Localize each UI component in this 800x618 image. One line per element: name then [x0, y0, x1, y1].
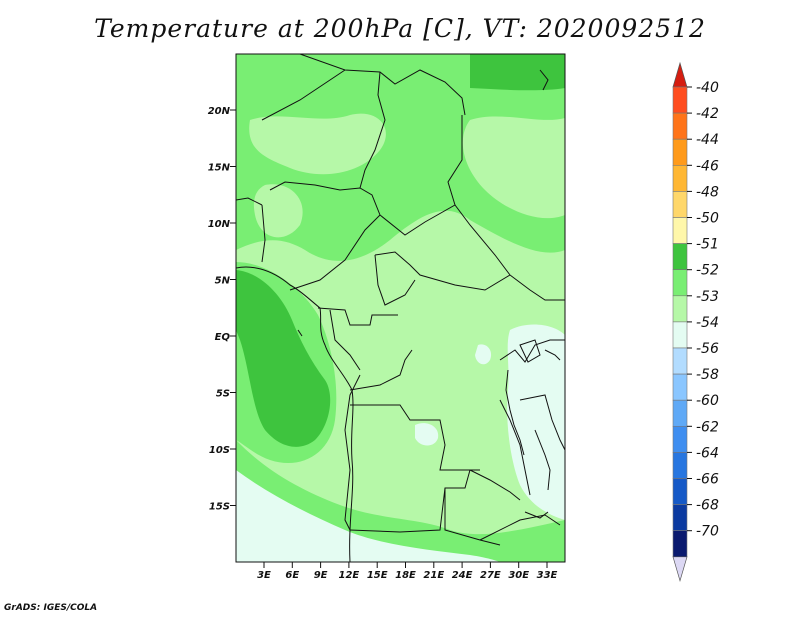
colorbar-label: -40 — [696, 80, 719, 96]
lon-tick-label: 6E — [285, 570, 299, 581]
lat-tick-label: 10N — [208, 219, 231, 230]
lon-tick-label: 18E — [395, 570, 416, 581]
longitude-axis: 3E 6E 9E 12E 15E 18E 21E 24E 27E 30E 33E — [257, 562, 558, 581]
credit-text: GrADS: IGES/COLA — [4, 603, 98, 613]
field-patch-east-small — [475, 344, 492, 365]
country-borders — [236, 54, 565, 546]
colorbar-swatch — [672, 295, 688, 323]
colorbar-label: -60 — [696, 393, 719, 409]
lon-tick-label: 15E — [367, 570, 388, 581]
lat-tick-label: 5N — [215, 276, 231, 287]
field-patch-north-2 — [462, 116, 565, 219]
field-patch-central-small — [415, 423, 439, 446]
colorbar-label: -44 — [696, 132, 719, 148]
latitude-axis: 20N 15N 10N 5N EQ 5S 10S 15S — [208, 106, 236, 513]
lat-tick-label: 20N — [208, 106, 231, 117]
colorbar-swatch — [672, 399, 688, 427]
colorbar-swatch — [672, 425, 688, 453]
field-region-minus54-sw — [236, 470, 500, 562]
colorbar-label: -48 — [696, 184, 719, 200]
field-region-minus51-ne — [470, 54, 565, 91]
colorbar-swatch — [672, 243, 688, 271]
lon-tick-label: 9E — [314, 570, 328, 581]
colorbar: -40 -42 -44 -46 -48 -50 -51 -52 -53 -54 -56 -58 -60 -… — [672, 61, 719, 583]
colorbar-swatch — [672, 269, 688, 297]
colorbar-label: -68 — [696, 498, 719, 514]
lon-tick-label: 21E — [423, 570, 444, 581]
colorbar-swatch — [672, 478, 688, 505]
lat-tick-label: 15S — [209, 502, 230, 513]
colorbar-label: -70 — [696, 524, 719, 540]
lat-tick-label: EQ — [215, 332, 231, 343]
field-patch-north-3 — [253, 184, 303, 238]
lon-tick-label: 33E — [537, 570, 558, 581]
colorbar-label: -64 — [696, 445, 719, 461]
colorbar-swatch — [672, 321, 688, 349]
field-region-minus54-east — [507, 324, 565, 520]
chart-title: Temperature at 200hPa [C], VT: 202009251… — [94, 14, 706, 43]
colorbar-label: -46 — [696, 158, 719, 174]
colorbar-label: -54 — [696, 315, 719, 331]
field-region-minus52-north — [236, 54, 565, 261]
lon-tick-label: 24E — [452, 570, 473, 581]
colorbar-swatch — [672, 530, 688, 558]
colorbar-swatch — [672, 112, 688, 140]
colorbar-swatch — [672, 347, 688, 375]
colorbar-swatch — [672, 138, 688, 166]
colorbar-label: -50 — [696, 211, 719, 227]
lon-tick-label: 12E — [339, 570, 360, 581]
colorbar-bottom-arrow — [672, 556, 688, 583]
map-field — [236, 54, 565, 562]
colorbar-swatch — [672, 191, 688, 218]
colorbar-label: -53 — [696, 289, 719, 305]
map-frame — [235, 53, 566, 563]
colorbar-label: -56 — [696, 341, 719, 357]
colorbar-swatch — [672, 165, 688, 192]
field-region-minus51-west — [236, 270, 331, 447]
colorbar-swatch — [672, 504, 688, 532]
lon-tick-label: 3E — [257, 570, 271, 581]
colorbar-label: -66 — [696, 472, 719, 488]
lat-tick-label: 15N — [208, 163, 231, 174]
colorbar-swatch — [672, 452, 688, 479]
lat-tick-label: 10S — [209, 445, 230, 456]
colorbar-label: -58 — [696, 367, 719, 383]
colorbar-swatch — [672, 86, 688, 114]
colorbar-swatch — [672, 373, 688, 401]
colorbar-top-arrow — [672, 61, 688, 88]
colorbar-label: -62 — [696, 419, 719, 435]
colorbar-label: -51 — [696, 237, 719, 253]
colorbar-swatch — [672, 217, 688, 244]
coastlines-and-lakes — [236, 69, 561, 562]
lon-tick-label: 27E — [480, 570, 501, 581]
colorbar-label: -52 — [696, 263, 719, 279]
field-patch-north-1 — [249, 113, 386, 175]
lon-tick-label: 30E — [508, 570, 529, 581]
lat-tick-label: 5S — [216, 389, 230, 400]
colorbar-label: -42 — [696, 106, 719, 122]
